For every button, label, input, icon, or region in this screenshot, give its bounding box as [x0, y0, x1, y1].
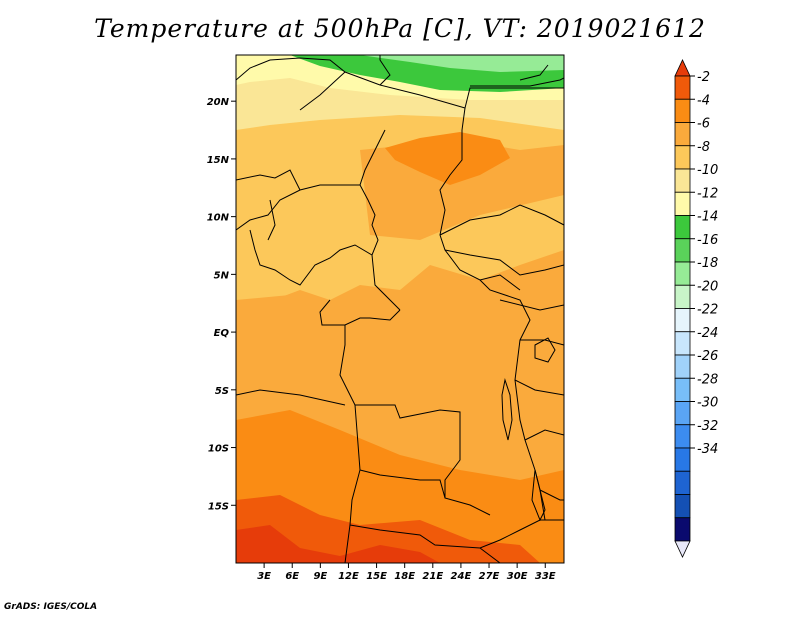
colorbar-swatch: [674, 331, 691, 356]
grads-credit: GrADS: IGES/COLA: [4, 602, 98, 612]
lat-tick-label: EQ: [214, 328, 230, 339]
colorbar-label: -22: [697, 303, 718, 318]
colorbar-label: -30: [697, 396, 718, 411]
colorbar-swatch: [674, 377, 691, 402]
colorbar-swatch: [674, 470, 691, 495]
colorbar-swatch: [674, 424, 691, 449]
colorbar-max-triangle: [674, 59, 691, 77]
lon-tick-label: 18E: [394, 571, 415, 582]
colorbar-label: -28: [697, 372, 718, 387]
colorbar-swatch: [674, 238, 691, 263]
colorbar-label: -20: [697, 279, 718, 294]
colorbar-swatch: [674, 354, 691, 379]
field-band-minus16-minus14: [360, 55, 564, 72]
lake-malawi: [531, 469, 546, 522]
lon-tick-label: 27E: [479, 571, 500, 582]
colorbar-label: -10: [697, 163, 718, 178]
lat-axis: 20N 15N 10N 5N EQ 5S 10S 15S: [207, 97, 236, 512]
colorbar-label: -14: [697, 210, 718, 225]
colorbar-swatch: [674, 401, 691, 426]
colorbar-swatch: [674, 261, 691, 286]
plot-frame: [235, 54, 565, 564]
colorbar: -2 -4 -6 -8 -10 -12 -14 -16 -18 -20 -22 -24 -26 -28 -3…: [674, 59, 718, 558]
lat-tick-label: 5S: [215, 386, 229, 397]
colorbar-label: -12: [697, 186, 718, 201]
field-band-above-minus2: [236, 495, 540, 563]
colorbar-swatch: [674, 122, 691, 147]
colorbar-swatch: [674, 98, 691, 123]
colorbar-label: -26: [697, 349, 718, 364]
colorbar-swatch: [674, 447, 691, 472]
colorbar-label: -32: [697, 419, 718, 434]
lon-tick-label: 6E: [285, 571, 299, 582]
colorbar-label: -34: [697, 442, 718, 457]
field-band-minus4-minus2-north: [385, 132, 510, 185]
lon-axis: 3E 6E 9E 12E 15E 18E 21E 24E 27E 30E 33E: [257, 563, 556, 582]
colorbar-swatch: [674, 517, 691, 542]
colorbar-swatch: [674, 308, 691, 333]
temperature-field: [236, 55, 564, 563]
lat-tick-label: 10N: [207, 213, 230, 224]
colorbar-label: -4: [697, 93, 710, 108]
colorbar-swatch: [674, 168, 691, 193]
lon-tick-label: 30E: [507, 571, 528, 582]
colorbar-label: -24: [697, 326, 718, 341]
colorbar-swatch: [674, 191, 691, 216]
colorbar-label: -16: [697, 233, 718, 248]
lon-tick-label: 33E: [535, 571, 556, 582]
colorbar-swatch: [674, 75, 691, 100]
lat-tick-label: 10S: [208, 444, 229, 455]
map-title: Temperature at 500hPa [C], VT: 201902161…: [94, 14, 706, 43]
lon-tick-label: 9E: [313, 571, 327, 582]
lat-tick-label: 15S: [208, 501, 229, 512]
lon-tick-label: 3E: [257, 571, 271, 582]
colorbar-swatch: [674, 215, 691, 240]
colorbar-label: -2: [697, 70, 710, 85]
lake-victoria: [534, 337, 556, 363]
lon-tick-label: 15E: [366, 571, 387, 582]
lat-tick-label: 5N: [214, 270, 230, 281]
colorbar-swatch: [674, 494, 691, 519]
colorbar-min-triangle: [674, 540, 691, 558]
lake-tanganyika: [501, 378, 513, 441]
lat-tick-label: 15N: [207, 155, 230, 166]
lat-tick-label: 20N: [207, 97, 230, 108]
colorbar-swatch: [674, 284, 691, 309]
lon-tick-label: 24E: [451, 571, 472, 582]
colorbar-label: -18: [697, 256, 718, 271]
lon-tick-label: 21E: [422, 571, 443, 582]
lon-tick-label: 12E: [338, 571, 359, 582]
colorbar-swatch: [674, 145, 691, 170]
colorbar-label: -8: [697, 140, 710, 155]
country-borders: [236, 55, 564, 563]
colorbar-label: -6: [697, 117, 710, 132]
